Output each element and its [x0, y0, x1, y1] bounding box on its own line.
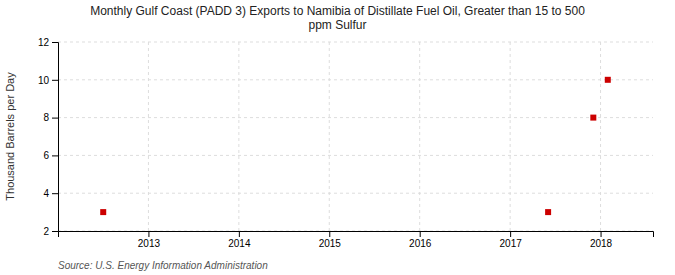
grid-line-x [238, 42, 239, 231]
x-tick: 2016 [409, 231, 432, 249]
grid-line-x [419, 42, 420, 231]
y-axis-line [52, 43, 59, 232]
x-tick-label: 2013 [138, 238, 161, 249]
title-line: ppm Sulfur [308, 18, 366, 32]
grid-line-x [148, 42, 149, 231]
point [100, 209, 106, 215]
grid-line-x [600, 42, 601, 231]
y-tick-mark [52, 231, 58, 232]
x-tick-label: 2015 [319, 238, 342, 249]
point [590, 115, 596, 121]
grid-line-y [58, 117, 653, 118]
y-tick: 4 [43, 188, 58, 199]
x-tick: 2018 [590, 231, 613, 249]
x-tick-label: 2016 [409, 238, 432, 249]
x-tick-mark [601, 231, 602, 237]
y-tick-label: 2 [43, 226, 49, 237]
x-tick: 2014 [228, 231, 251, 249]
point [545, 209, 551, 215]
x-tick-label: 2017 [500, 238, 523, 249]
x-tick-mark [239, 231, 240, 237]
y-tick-mark [52, 193, 58, 194]
title-line: Monthly Gulf Coast (PADD 3) Exports to N… [90, 4, 585, 18]
y-tick: 2 [43, 226, 58, 237]
y-tick-label: 4 [43, 188, 49, 199]
x-tick: 2013 [138, 231, 161, 249]
grid-line-y [58, 193, 653, 194]
points [100, 77, 611, 215]
grid-line-y [58, 42, 653, 43]
x-tick: 2015 [319, 231, 342, 249]
point [605, 77, 611, 83]
y-tick-label: 10 [38, 75, 50, 86]
x-tick-label: 2014 [228, 238, 251, 249]
y-tick-mark [52, 118, 58, 119]
y-tick-mark [52, 155, 58, 156]
chart: Monthly Gulf Coast (PADD 3) Exports to N… [0, 0, 675, 275]
x-tick-mark [420, 231, 421, 237]
grid-line-y [58, 79, 653, 80]
grid [58, 42, 653, 231]
y-tick-label: 8 [43, 112, 49, 123]
source: Source: U.S. Energy Information Administ… [58, 260, 268, 271]
y-tick-mark [52, 42, 58, 43]
x-axis-line [59, 232, 654, 238]
plot-area: 2013 2014 2015 2016 2017 2018 2 4 6 8 10 12 [38, 37, 654, 249]
x-tick: 2017 [500, 231, 523, 249]
y-tick: 6 [43, 150, 58, 161]
y-axis: 2 4 6 8 10 12 [38, 37, 59, 237]
x-axis: 2013 2014 2015 2016 2017 2018 [59, 231, 654, 249]
y-tick-mark [52, 80, 58, 81]
y-tick: 8 [43, 112, 58, 123]
y-axis-title: Thousand Barrels per Day [4, 72, 16, 201]
x-tick-label: 2018 [590, 238, 613, 249]
y-tick-label: 6 [43, 150, 49, 161]
y-tick: 12 [38, 37, 58, 48]
title: Monthly Gulf Coast (PADD 3) Exports to N… [90, 4, 585, 32]
grid-line-x [329, 42, 330, 231]
y-tick-label: 12 [38, 37, 50, 48]
grid-line-y [58, 155, 653, 156]
grid-line-x [510, 42, 511, 231]
x-tick-mark [329, 231, 330, 237]
y-tick: 10 [38, 75, 58, 86]
x-tick-mark [148, 231, 149, 237]
x-tick-mark [510, 231, 511, 237]
